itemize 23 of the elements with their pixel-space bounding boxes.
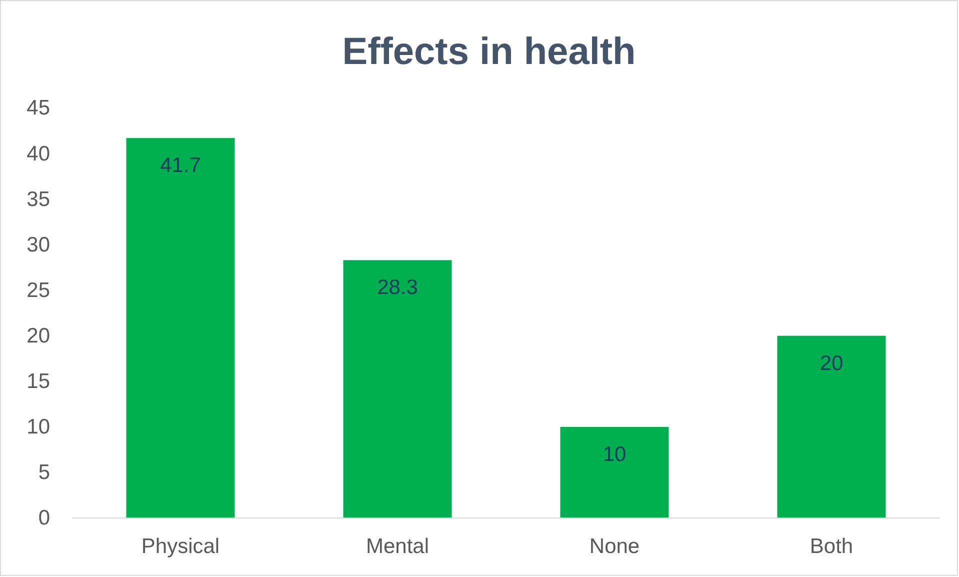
y-tick-label: 5 — [38, 461, 50, 484]
y-tick-label: 45 — [26, 96, 50, 120]
x-tick-label: Mental — [366, 534, 430, 558]
bar — [343, 260, 452, 518]
bar — [126, 138, 235, 518]
data-label: 10 — [602, 442, 626, 466]
x-tick-label: None — [589, 534, 640, 558]
y-tick-label: 30 — [26, 233, 50, 256]
y-tick-label: 20 — [26, 324, 50, 348]
x-tick-label: Both — [810, 534, 854, 558]
y-tick-label: 15 — [26, 370, 50, 394]
x-tick-label: Physical — [141, 534, 220, 558]
y-tick-label: 40 — [26, 142, 50, 166]
chart-title: Effects in health — [342, 31, 636, 73]
data-label: 41.7 — [160, 154, 201, 178]
data-label: 20 — [820, 352, 844, 375]
y-tick-label: 0 — [38, 506, 50, 530]
y-tick-label: 10 — [26, 416, 50, 439]
y-tick-label: 35 — [26, 188, 50, 211]
data-label: 28.3 — [377, 276, 418, 300]
bar — [560, 426, 669, 518]
bar — [777, 336, 886, 518]
y-tick-label: 25 — [26, 278, 50, 302]
